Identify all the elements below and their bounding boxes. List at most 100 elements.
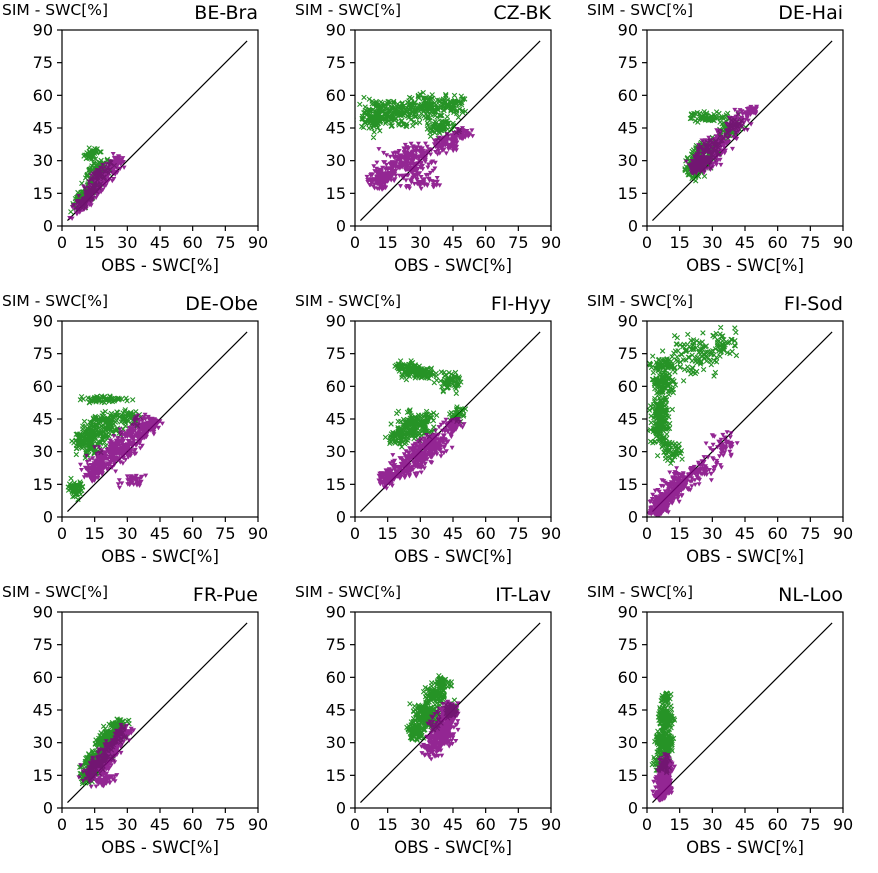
y-tick-label: 60 xyxy=(325,668,345,687)
series-green-x xyxy=(382,358,468,450)
y-tick-label: 0 xyxy=(628,217,638,236)
x-tick-label: 15 xyxy=(84,815,104,834)
subplot-BE-Bra: 0 0 15 15 30 30 45 45 60 60 75 75 90 90 SIM - SWC[%] BE… xyxy=(0,0,293,291)
y-tick-label: 90 xyxy=(618,21,638,40)
subplot-FI-Hyy: 0 0 15 15 30 30 45 45 60 60 75 75 90 90 SIM - SWC[%] FI… xyxy=(293,291,586,582)
y-tick-label: 30 xyxy=(618,151,638,170)
x-tick-label: 90 xyxy=(248,524,268,543)
scatter-plot-FI-Hyy: 00 15 15 30 30 45 45 60 60 75 75 90 90 SIM - SWC[%] FI… xyxy=(295,292,561,566)
y-tick-label: 15 xyxy=(325,766,345,785)
x-tick-label: 60 xyxy=(768,815,788,834)
subplot-DE-Hai: 0 0 15 15 30 30 45 45 60 60 75 75 90 90 SIM - SWC[%] DE… xyxy=(585,0,878,291)
scatter-plot-CZ-BK: 00 15 15 30 30 45 45 60 60 75 75 90 90 SIM - SWC[%] CZ… xyxy=(295,1,561,275)
x-tick-label: 75 xyxy=(508,524,528,543)
y-tick-label: 45 xyxy=(33,119,53,138)
y-tick-label: 60 xyxy=(325,86,345,105)
series-purple-triangle xyxy=(78,412,165,491)
x-tick-label: 45 xyxy=(442,815,462,834)
y-axis-label: SIM - SWC[%] xyxy=(2,583,108,601)
subplot-FI-Sod: 0 0 15 15 30 30 45 45 60 60 75 75 90 90 SIM - SWC[%] FI… xyxy=(585,291,878,582)
x-tick-label: 90 xyxy=(248,233,268,252)
y-tick-label: 45 xyxy=(618,119,638,138)
y-tick-label: 90 xyxy=(325,312,345,331)
y-tick-label: 60 xyxy=(33,668,53,687)
x-tick-label: 0 xyxy=(642,815,652,834)
y-tick-label: 90 xyxy=(618,312,638,331)
y-axis-label: SIM - SWC[%] xyxy=(2,1,108,19)
x-axis-label: OBS - SWC[%] xyxy=(394,256,512,275)
y-tick-label: 30 xyxy=(325,151,345,170)
x-tick-label: 30 xyxy=(410,815,430,834)
x-tick-label: 45 xyxy=(442,524,462,543)
y-tick-label: 45 xyxy=(325,119,345,138)
y-axis-label: SIM - SWC[%] xyxy=(295,292,401,310)
x-tick-label: 30 xyxy=(117,233,137,252)
x-tick-label: 30 xyxy=(117,815,137,834)
x-tick-label: 75 xyxy=(800,815,820,834)
y-tick-label: 60 xyxy=(618,86,638,105)
x-tick-label: 30 xyxy=(702,524,722,543)
y-tick-label: 15 xyxy=(33,766,53,785)
x-tick-label: 75 xyxy=(215,815,235,834)
x-tick-label: 45 xyxy=(735,524,755,543)
y-tick-label: 15 xyxy=(618,184,638,203)
y-tick-label: 75 xyxy=(325,344,345,363)
series-green-x xyxy=(355,89,468,142)
x-tick-label: 90 xyxy=(540,233,560,252)
y-axis-label: SIM - SWC[%] xyxy=(587,292,693,310)
x-tick-label: 45 xyxy=(150,524,170,543)
x-tick-label: 0 xyxy=(57,815,67,834)
x-tick-label: 60 xyxy=(475,815,495,834)
scatter-plot-IT-Lav: 00 15 15 30 30 45 45 60 60 75 75 90 90 SIM - SWC[%] IT… xyxy=(295,583,561,857)
y-axis-label: SIM - SWC[%] xyxy=(587,583,693,601)
x-tick-label: 90 xyxy=(540,815,560,834)
y-tick-label: 30 xyxy=(33,442,53,461)
x-tick-label: 0 xyxy=(350,524,360,543)
x-tick-label: 75 xyxy=(508,815,528,834)
x-tick-label: 45 xyxy=(150,815,170,834)
x-tick-label: 0 xyxy=(350,815,360,834)
x-tick-label: 90 xyxy=(540,524,560,543)
x-tick-label: 15 xyxy=(670,815,690,834)
x-tick-label: 0 xyxy=(642,524,652,543)
y-tick-label: 45 xyxy=(33,410,53,429)
x-axis-label: OBS - SWC[%] xyxy=(686,838,804,857)
series-purple-triangle xyxy=(647,430,741,517)
y-tick-label: 75 xyxy=(33,635,53,654)
x-tick-label: 90 xyxy=(248,815,268,834)
x-tick-label: 45 xyxy=(735,233,755,252)
series-purple-triangle xyxy=(650,752,678,803)
x-tick-label: 60 xyxy=(768,233,788,252)
x-axis-label: OBS - SWC[%] xyxy=(101,547,219,566)
y-tick-label: 0 xyxy=(43,799,53,818)
y-tick-label: 45 xyxy=(325,410,345,429)
y-tick-label: 90 xyxy=(33,312,53,331)
y-tick-label: 0 xyxy=(43,508,53,527)
y-tick-label: 15 xyxy=(33,184,53,203)
x-tick-label: 60 xyxy=(182,524,202,543)
y-tick-label: 30 xyxy=(325,733,345,752)
x-tick-label: 30 xyxy=(702,815,722,834)
x-tick-label: 60 xyxy=(182,815,202,834)
x-tick-label: 15 xyxy=(377,233,397,252)
scatter-plot-DE-Hai: 00 15 15 30 30 45 45 60 60 75 75 90 90 SIM - SWC[%] DE… xyxy=(587,1,853,275)
y-tick-label: 0 xyxy=(628,799,638,818)
y-axis-label: SIM - SWC[%] xyxy=(2,292,108,310)
x-tick-label: 45 xyxy=(735,815,755,834)
x-tick-label: 75 xyxy=(800,524,820,543)
y-tick-label: 60 xyxy=(33,377,53,396)
x-axis-label: OBS - SWC[%] xyxy=(101,838,219,857)
one-to-one-line xyxy=(652,622,833,803)
y-tick-label: 75 xyxy=(618,635,638,654)
site-label: BE-Bra xyxy=(194,2,258,24)
series-purple-triangle xyxy=(418,699,461,762)
y-tick-label: 75 xyxy=(325,635,345,654)
x-tick-label: 60 xyxy=(768,524,788,543)
x-tick-label: 30 xyxy=(410,233,430,252)
y-tick-label: 75 xyxy=(618,53,638,72)
y-tick-label: 75 xyxy=(618,344,638,363)
site-label: IT-Lav xyxy=(495,584,551,606)
y-tick-label: 90 xyxy=(325,603,345,622)
x-tick-label: 90 xyxy=(833,233,853,252)
